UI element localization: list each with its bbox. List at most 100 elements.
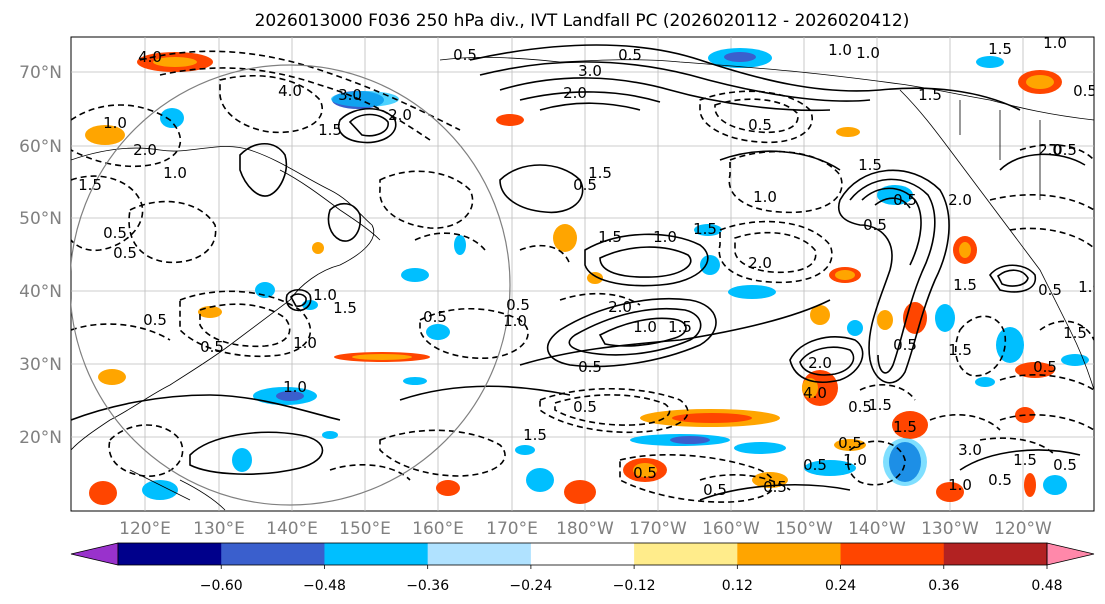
contour-value-label: 0.5 — [803, 456, 827, 474]
contour-value-label: 3.0 — [338, 86, 362, 104]
lon-axis-labels: 120°E 130°E 140°E 150°E 160°E 170°E 180°W 170°W… — [119, 519, 1052, 539]
colorbar-tick-label: −0.12 — [613, 578, 656, 594]
ivt-contours-positive — [71, 44, 1086, 501]
contour-value-label: 0.5 — [633, 464, 657, 482]
contour-value-label: 0.5 — [988, 471, 1012, 489]
contour-value-label: 1.5 — [598, 228, 622, 246]
colorbar-segment — [324, 543, 429, 565]
contour-value-label: 1.0 — [828, 41, 852, 59]
colorbar-tick-label: 0.36 — [928, 578, 959, 594]
contour-value-label: 0.5 — [893, 336, 917, 354]
lat-tick-label: 60°N — [19, 137, 62, 157]
contour-value-label: 4.0 — [138, 48, 162, 66]
contour-value-label: 1.5 — [78, 176, 102, 194]
contour-value-label: 0.5 — [103, 224, 127, 242]
contour-value-label: 2.0 — [388, 106, 412, 124]
contour-value-label: 3.0 — [958, 441, 982, 459]
contour-value-label: 0.5 — [1038, 281, 1062, 299]
contour-value-label: 3.0 — [578, 62, 602, 80]
contour-value-label: 1.0 — [856, 44, 880, 62]
map-title: 2026013000 F036 250 hPa div., IVT Landfa… — [255, 11, 910, 31]
colorbar-tick-label: −0.24 — [509, 578, 552, 594]
ivt-contours-negative — [71, 50, 1094, 503]
contour-value-label: 0.5 — [200, 338, 224, 356]
lon-tick-label: 120°W — [994, 519, 1052, 539]
landfall-radius-circle — [71, 64, 511, 506]
colorbar-tick-label: 0.12 — [722, 578, 753, 594]
colorbar-segment — [737, 543, 842, 565]
contour-value-label: 1.0 — [293, 334, 317, 352]
contour-value-label: 0.5 — [848, 398, 872, 416]
contour-value-label: 0.5 — [423, 308, 447, 326]
contour-value-label: 0.5 — [506, 296, 530, 314]
contour-value-label: 2.0 — [563, 84, 587, 102]
contour-value-label: 0.5 — [113, 244, 137, 262]
contour-value-label: 0.5 — [1053, 141, 1077, 159]
contour-value-label: 2.0 — [808, 354, 832, 372]
lat-tick-label: 50°N — [19, 209, 62, 229]
contour-value-label: 0.5 — [573, 176, 597, 194]
contour-value-label: 1.0 — [313, 286, 337, 304]
contour-value-label: 1.0 — [503, 312, 527, 330]
contour-value-label: 0.5 — [143, 311, 167, 329]
lon-tick-label: 160°E — [412, 519, 464, 539]
contour-value-label: 1.5 — [1013, 451, 1037, 469]
contour-value-label: 1.0 — [1043, 34, 1067, 52]
contour-value-label: 0.5 — [573, 398, 597, 416]
contour-value-label: 0.5 — [578, 358, 602, 376]
lat-tick-label: 70°N — [19, 63, 62, 83]
contour-value-label: 1.5 — [918, 86, 942, 104]
contour-value-label: 1.0 — [103, 114, 127, 132]
lat-axis-labels: 70°N 60°N 50°N 40°N 30°N 20°N — [19, 63, 62, 448]
contour-value-label: 1.5 — [333, 299, 357, 317]
contour-value-label: 1.5 — [948, 341, 972, 359]
contour-value-label: 0.5 — [748, 116, 772, 134]
contour-value-label: 0.5 — [863, 216, 887, 234]
contour-value-label: 1.0 — [633, 318, 657, 336]
lon-tick-label: 130°W — [921, 519, 979, 539]
contour-value-label: 1.0 — [843, 451, 867, 469]
contour-value-label: 0.5 — [453, 46, 477, 64]
gridlines — [71, 37, 1094, 511]
contour-value-label: 0.5 — [893, 191, 917, 209]
contour-value-label: 1.0 — [1078, 278, 1102, 296]
lon-tick-label: 150°E — [339, 519, 391, 539]
contour-value-label: 1.0 — [653, 228, 677, 246]
colorbar-segment — [530, 543, 635, 565]
contour-value-label: 2.0 — [1038, 141, 1062, 159]
colorbar-min-extend — [70, 542, 119, 566]
colorbar-max-extend — [1046, 542, 1095, 566]
contour-value-label: 2.0 — [748, 254, 772, 272]
colorbar: −0.60 −0.48 −0.36 −0.24 −0.12 0.12 0.24 0.36 0.4… — [70, 542, 1095, 594]
contour-value-label: 0.5 — [1053, 456, 1077, 474]
contour-value-label: 4.0 — [278, 82, 302, 100]
lat-tick-label: 20°N — [19, 428, 62, 448]
lat-tick-label: 40°N — [19, 282, 62, 302]
lon-tick-label: 170°W — [629, 519, 687, 539]
lon-tick-label: 140°W — [848, 519, 906, 539]
contour-value-label: 2.0 — [608, 298, 632, 316]
contour-value-label: 1.5 — [858, 156, 882, 174]
coastlines — [71, 56, 1094, 511]
contour-value-label: 1.5 — [953, 276, 977, 294]
lon-tick-label: 130°E — [193, 519, 245, 539]
colorbar-tick-label: 0.48 — [1031, 578, 1062, 594]
contour-value-label: 0.5 — [703, 481, 727, 499]
contour-labels: 4.0 0.5 1.51.04.03.00.5 1.02.00.52.01.53.01… — [78, 34, 1102, 499]
lon-tick-label: 150°W — [775, 519, 833, 539]
colorbar-tick-label: −0.60 — [200, 578, 243, 594]
contour-value-label: 0.5 — [763, 478, 787, 496]
contour-value-label: 4.0 — [803, 384, 827, 402]
contour-value-label: 1.5 — [893, 418, 917, 436]
contour-value-label: 1.5 — [988, 40, 1012, 58]
lon-tick-label: 180°W — [556, 519, 614, 539]
contour-value-label: 1.0 — [283, 378, 307, 396]
contour-value-label: 1.0 — [753, 188, 777, 206]
colorbar-segment — [634, 543, 738, 565]
colorbar-segment — [427, 543, 532, 565]
lon-tick-label: 120°E — [119, 519, 171, 539]
contour-value-label: 1.5 — [588, 164, 612, 182]
contour-value-label: 1.5 — [668, 318, 692, 336]
lat-tick-label: 30°N — [19, 355, 62, 375]
